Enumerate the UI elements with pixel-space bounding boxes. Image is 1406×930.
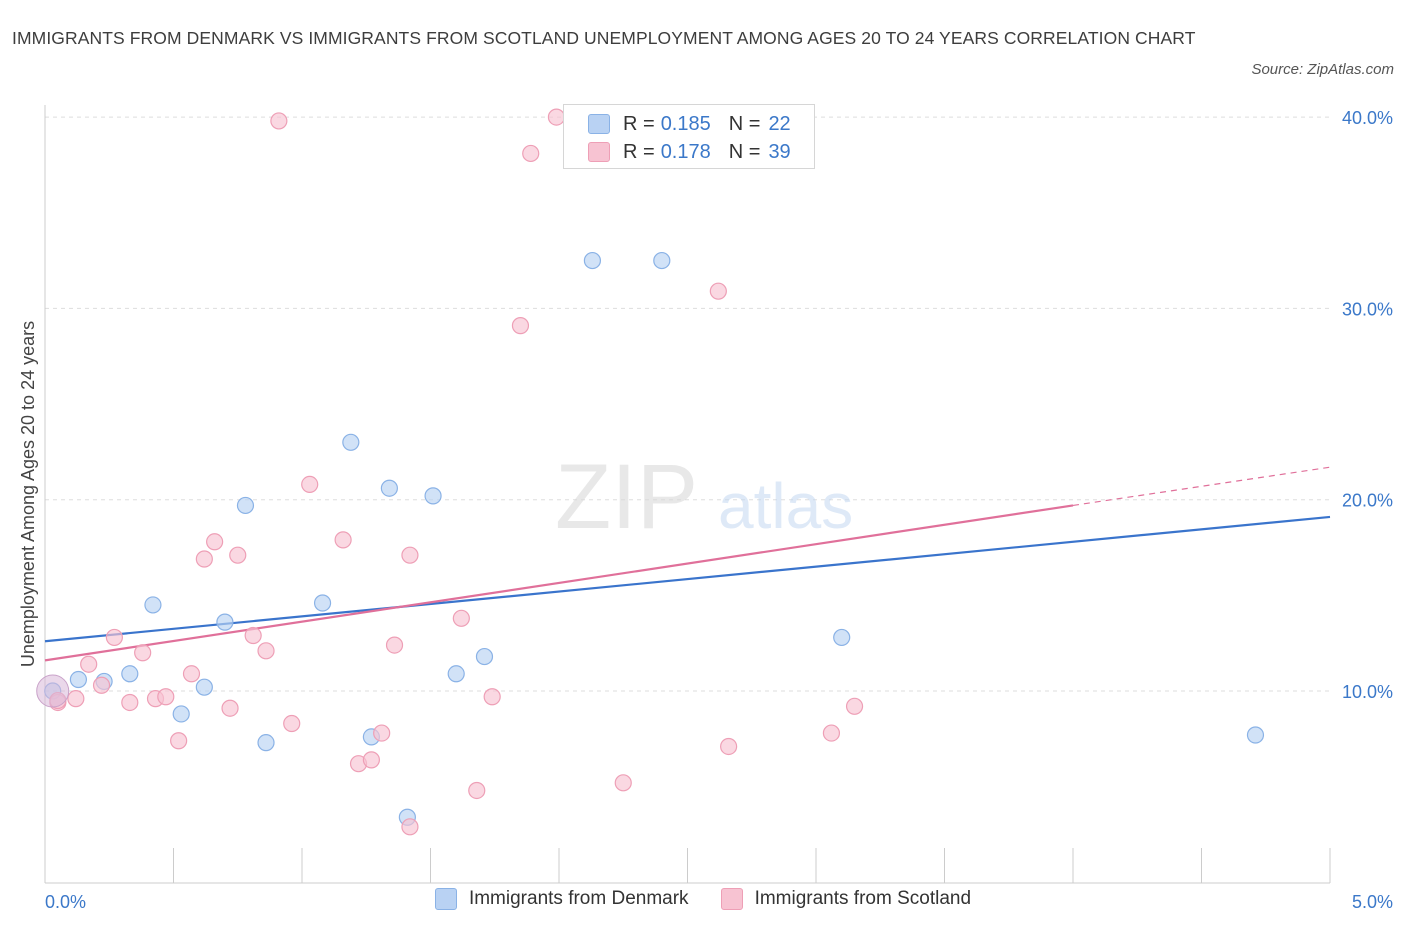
scotland-point — [257, 642, 275, 660]
cluster-point — [36, 674, 70, 708]
scotland-point — [206, 533, 224, 551]
scotland-point — [80, 655, 98, 673]
x-tick-label: 5.0% — [1352, 892, 1393, 912]
denmark-point — [195, 678, 213, 696]
scotland-point — [720, 737, 738, 756]
r-value: 0.178 — [660, 140, 711, 163]
scotland-point — [270, 112, 288, 130]
scotland-point — [195, 550, 213, 568]
y-axis-title: Unemployment Among Ages 20 to 24 years — [18, 321, 38, 667]
denmark-point — [342, 433, 360, 451]
scotland-point — [401, 546, 419, 564]
denmark-point — [583, 251, 602, 270]
legend-row-denmark: R = 0.185 N = 22 — [588, 110, 791, 138]
denmark-point — [144, 596, 162, 614]
y-tick-label: 40.0% — [1342, 108, 1393, 128]
n-value: 22 — [768, 112, 791, 135]
scotland-point — [182, 665, 201, 683]
series-legend: Immigrants from Denmark Immigrants from … — [0, 888, 1406, 910]
r-label: R = — [623, 112, 655, 135]
scotland-point — [709, 282, 727, 300]
scotland-trend-line — [44, 504, 1074, 662]
scotland-point — [334, 531, 352, 549]
x-tick-label: 0.0% — [45, 892, 86, 912]
scotland-point — [170, 732, 188, 750]
denmark-point — [313, 594, 332, 612]
scotland-point — [121, 693, 139, 712]
denmark-point — [833, 628, 851, 647]
scotland-trend-extension — [1072, 466, 1331, 507]
denmark-point — [380, 479, 398, 497]
denmark-trend-line — [44, 515, 1331, 643]
grid-lines — [45, 116, 1330, 692]
scotland-point — [92, 676, 111, 694]
axes — [44, 105, 1331, 884]
scotland-point — [511, 317, 530, 335]
n-label: N = — [728, 140, 761, 163]
denmark-swatch — [434, 888, 457, 910]
source-label: Source: ZipAtlas.com — [1251, 61, 1394, 78]
tick-labels: 10.0% 20.0% 30.0% 40.0% 0.0% 5.0% — [45, 108, 1393, 912]
scotland-point — [468, 781, 486, 800]
scotland-point — [614, 774, 632, 792]
legend-row-scotland: R = 0.178 N = 39 — [588, 138, 791, 166]
denmark-point — [424, 487, 442, 505]
scotland-point — [283, 714, 301, 733]
scotland-swatch — [588, 142, 610, 162]
denmark-point — [236, 496, 255, 515]
scotland-point — [522, 144, 540, 163]
scotland-point — [385, 636, 404, 654]
r-value: 0.185 — [660, 112, 711, 135]
scotland-point — [452, 609, 470, 627]
scotland-point — [105, 628, 123, 647]
y-tick-label: 20.0% — [1342, 491, 1393, 511]
n-value: 39 — [768, 140, 791, 163]
legend-item-denmark[interactable]: Immigrants from Denmark — [434, 888, 689, 910]
n-label: N = — [728, 112, 761, 135]
denmark-point — [69, 670, 88, 689]
scotland-swatch — [720, 888, 743, 910]
chart-title: IMMIGRANTS FROM DENMARK VS IMMIGRANTS FR… — [12, 28, 1196, 48]
scotland-point — [401, 818, 419, 836]
legend-label: Immigrants from Denmark — [468, 888, 689, 909]
scotland-point — [157, 688, 175, 706]
watermark: ZIP atlas — [555, 446, 853, 548]
denmark-swatch — [588, 114, 610, 134]
trend-lines — [44, 466, 1331, 662]
watermark-zip: ZIP — [555, 446, 698, 548]
y-tick-label: 10.0% — [1342, 682, 1393, 702]
data-points — [36, 108, 1265, 836]
denmark-point — [447, 665, 465, 683]
scotland-point — [362, 751, 380, 769]
denmark-point — [475, 647, 494, 666]
legend-item-scotland[interactable]: Immigrants from Scotland — [720, 888, 972, 910]
scotland-point — [67, 690, 85, 708]
denmark-point — [216, 613, 234, 631]
scotland-point — [229, 546, 247, 564]
scotland-point — [301, 475, 319, 493]
denmark-point — [257, 734, 275, 752]
denmark-point — [172, 705, 190, 723]
legend-label: Immigrants from Scotland — [754, 888, 972, 909]
watermark-atlas: atlas — [718, 470, 853, 542]
scotland-point — [483, 688, 501, 706]
scotland-point — [134, 644, 152, 662]
scotland-point — [373, 724, 391, 742]
denmark-point — [653, 251, 671, 270]
scotland-point — [244, 626, 262, 645]
scotland-point — [822, 724, 841, 742]
y-tick-label: 30.0% — [1342, 299, 1393, 319]
r-label: R = — [623, 140, 655, 163]
scotland-point — [221, 699, 239, 717]
scotland-point — [845, 697, 864, 715]
correlation-legend: R = 0.185 N = 22 R = 0.178 N = 39 — [563, 104, 815, 169]
denmark-point — [121, 665, 139, 683]
denmark-point — [1246, 726, 1265, 744]
